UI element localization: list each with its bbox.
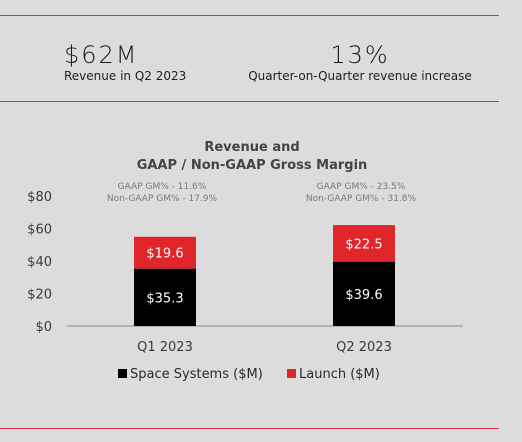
kpi-qoq: 13% Quarter-on-Quarter revenue increase xyxy=(230,42,490,84)
y-tick-label: $0 xyxy=(35,320,52,335)
legend-label: Space Systems ($M) xyxy=(130,367,263,382)
legend-swatch xyxy=(118,369,127,378)
bar-segment xyxy=(134,236,196,269)
legend-swatch xyxy=(287,369,296,378)
kpi-revenue-label: Revenue in Q2 2023 xyxy=(64,69,187,83)
bar-data-label: $19.6 xyxy=(146,247,183,262)
bar-segment xyxy=(134,268,196,326)
chart-title-line-2: GAAP / Non-GAAP Gross Margin xyxy=(137,158,368,173)
bar-segment xyxy=(333,261,395,326)
kpi-revenue-value: $62M xyxy=(64,41,139,69)
kpi-qoq-value: 13% xyxy=(330,41,390,69)
bar-segment xyxy=(333,225,395,262)
y-tick-label: $80 xyxy=(27,190,52,205)
y-tick-label: $40 xyxy=(27,255,52,270)
legend-label: Launch ($M) xyxy=(299,367,380,382)
bar-data-label: $35.3 xyxy=(146,291,183,306)
gross-margin-annotation: GAAP GM% - 23.5% xyxy=(317,182,406,192)
bottom-rule xyxy=(0,428,499,429)
revenue-stacked-bar-chart: Revenue and GAAP / Non-GAAP Gross Margin… xyxy=(27,140,463,382)
x-tick-label: Q1 2023 xyxy=(137,340,193,355)
chart-title-line-1: Revenue and xyxy=(204,140,299,155)
kpi-qoq-label: Quarter-on-Quarter revenue increase xyxy=(248,69,472,83)
chart-plot-area: $0 $20 $40 $60 $80 $35.3 $19.6 Q1 2023 GAAP GM% … xyxy=(27,182,463,382)
bar-data-label: $22.5 xyxy=(345,237,382,252)
y-tick-label: $60 xyxy=(27,223,52,238)
bar-data-label: $39.6 xyxy=(345,288,382,303)
y-tick-label: $20 xyxy=(27,288,52,303)
kpi-revenue: $62M Revenue in Q2 2023 xyxy=(48,42,208,84)
top-rule xyxy=(0,15,499,16)
gross-margin-annotation: Non-GAAP GM% - 17.9% xyxy=(107,194,218,204)
gross-margin-annotation: GAAP GM% - 11.6% xyxy=(118,182,207,192)
gross-margin-annotation: Non-GAAP GM% - 31.8% xyxy=(306,194,417,204)
middle-rule xyxy=(0,101,499,102)
x-tick-label: Q2 2023 xyxy=(336,340,392,355)
